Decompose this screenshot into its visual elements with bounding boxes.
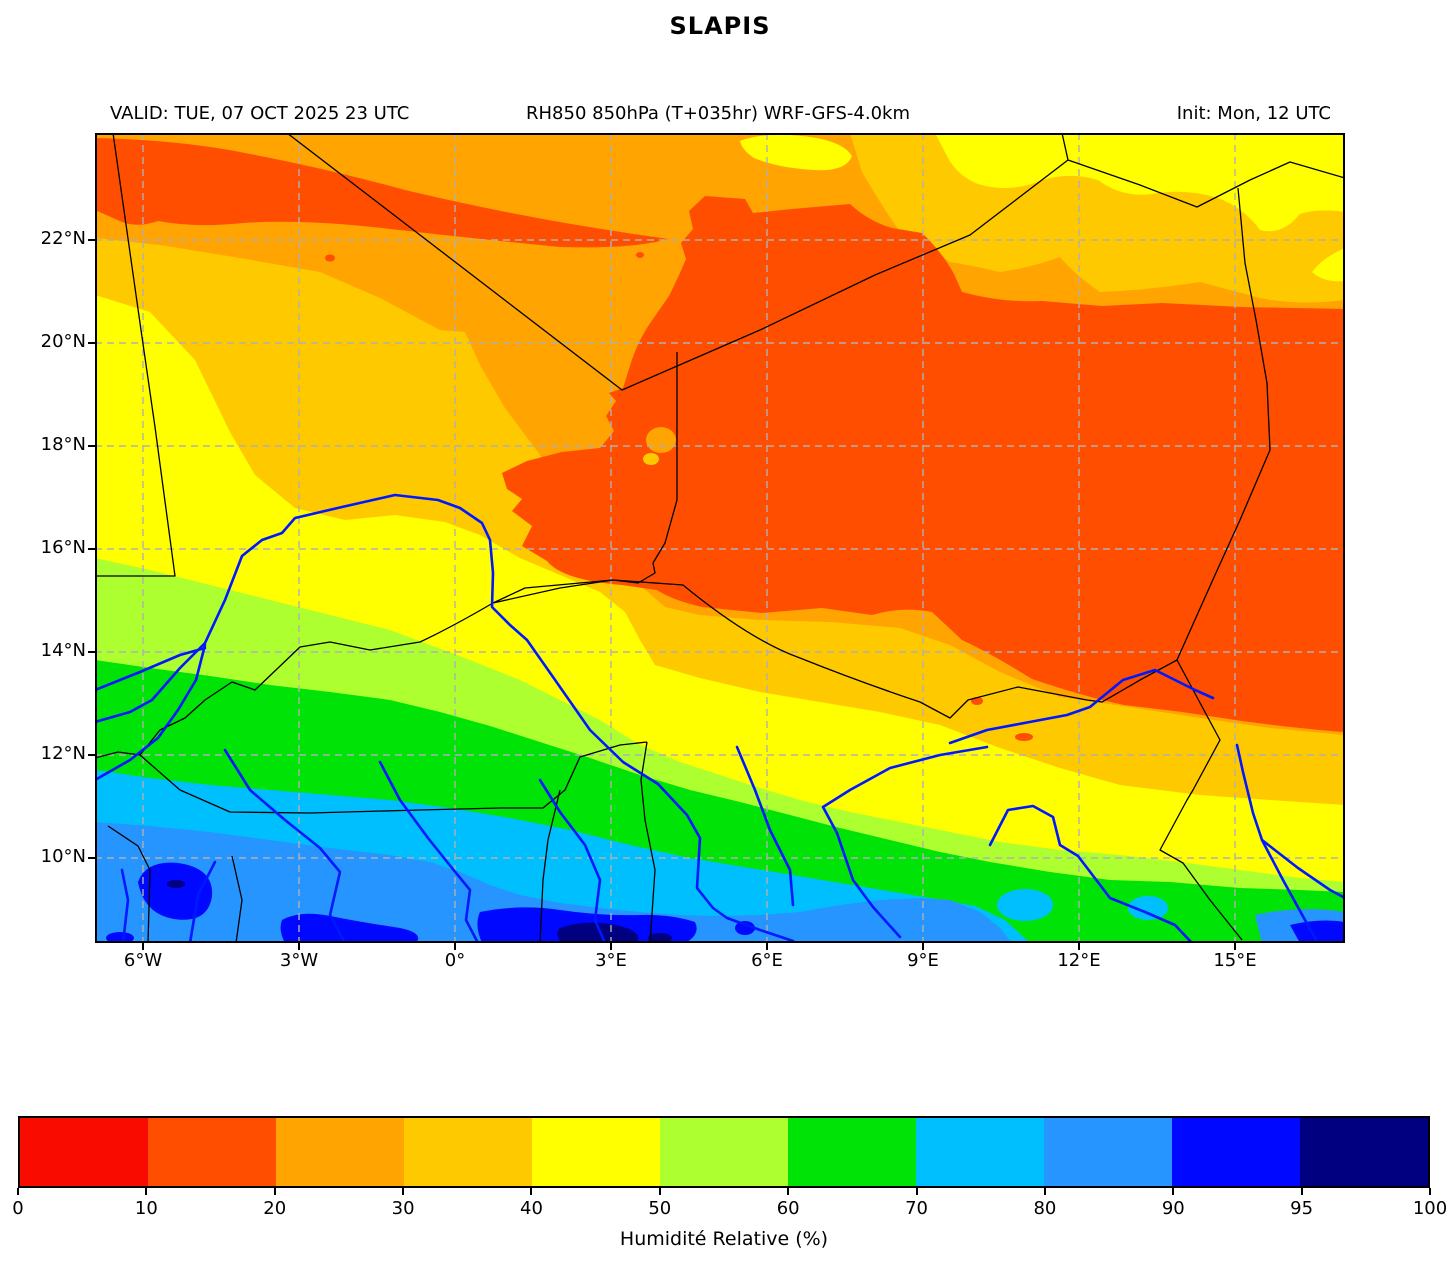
rivers	[93, 493, 1347, 945]
colorbar-tick-label: 100	[1412, 1198, 1448, 1219]
colorbar-tick-mark	[1429, 1188, 1431, 1195]
y-axis-tick-mark	[88, 651, 95, 653]
colorbar-tick-mark	[658, 1188, 661, 1195]
product-label: RH850 850hPa (T+035hr) WRF-GFS-4.0km	[526, 103, 910, 124]
country-borders	[94, 132, 1346, 944]
colorbar-tick-label: 50	[648, 1198, 672, 1219]
colorbar-tick-label: 40	[520, 1198, 543, 1219]
colorbar-segment	[1172, 1118, 1300, 1186]
colorbar-tick-mark	[1043, 1188, 1046, 1195]
y-axis-tick-mark	[88, 342, 95, 344]
valid-time-label: VALID: TUE, 07 OCT 2025 23 UTC	[110, 103, 410, 124]
colorbar-segment	[1044, 1118, 1172, 1186]
x-axis-tick-mark	[766, 943, 768, 950]
x-axis-tick-label: 6°W	[123, 950, 163, 971]
x-axis-tick-label: 6°E	[751, 950, 783, 971]
colorbar-tick-label: 30	[391, 1198, 415, 1219]
colorbar-tick-mark	[145, 1188, 148, 1195]
colorbar-segment	[532, 1118, 660, 1186]
colorbar-segment	[276, 1118, 404, 1186]
colorbar-tick-mark	[530, 1188, 533, 1195]
y-axis-tick-label: 18°N	[40, 434, 86, 455]
rh-field	[95, 133, 1345, 944]
colorbar-axis-label: Humidité Relative (%)	[619, 1228, 829, 1250]
x-axis-tick-mark	[298, 943, 300, 950]
colorbar	[18, 1116, 1430, 1188]
colorbar-segment	[148, 1118, 276, 1186]
colorbar-tick-label: 20	[263, 1198, 287, 1219]
map-plot-area	[93, 132, 1347, 945]
x-axis-tick-label: 15°E	[1213, 950, 1257, 971]
colorbar-tick-label: 60	[776, 1198, 800, 1219]
y-axis-tick-label: 22°N	[40, 228, 86, 249]
y-axis-tick-mark	[88, 445, 95, 447]
colorbar-tick-mark	[915, 1188, 918, 1195]
rh-contour-map	[93, 132, 1347, 945]
colorbar-segment	[20, 1118, 148, 1186]
x-axis-tick-mark	[922, 943, 924, 950]
x-axis-tick-mark	[454, 943, 456, 950]
colorbar-segment	[660, 1118, 788, 1186]
colorbar-segment	[788, 1118, 916, 1186]
x-axis-tick-label: 3°W	[279, 950, 319, 971]
colorbar-tick-mark	[17, 1188, 19, 1195]
colorbar-tick-label: 80	[1033, 1198, 1057, 1219]
colorbar-tick-mark	[273, 1188, 276, 1195]
colorbar-segment	[404, 1118, 532, 1186]
x-axis-tick-mark	[610, 943, 612, 950]
init-time-label: Init: Mon, 12 UTC	[1176, 103, 1331, 124]
x-axis-tick-mark	[1234, 943, 1236, 950]
colorbar-tick-label: 90	[1161, 1198, 1185, 1219]
x-axis-tick-label: 12°E	[1057, 950, 1101, 971]
colorbar-tick-mark	[402, 1188, 405, 1195]
y-axis-tick-label: 14°N	[40, 640, 86, 661]
colorbar-tick-mark	[1172, 1188, 1175, 1195]
colorbar-tick-label: 0	[12, 1198, 24, 1219]
y-axis-tick-mark	[88, 754, 95, 756]
x-axis-tick-label: 9°E	[907, 950, 939, 971]
colorbar-tick-label: 95	[1290, 1198, 1314, 1219]
x-axis-tick-label: 3°E	[595, 950, 627, 971]
colorbar-tick-mark	[1300, 1188, 1303, 1195]
y-axis-tick-mark	[88, 239, 95, 241]
y-axis-tick-mark	[88, 857, 95, 859]
colorbar-segment	[1300, 1118, 1428, 1186]
colorbar-tick-label: 70	[905, 1198, 928, 1219]
axes-frame	[95, 133, 1345, 943]
page-title: SLAPIS	[669, 12, 771, 40]
x-axis-tick-mark	[1078, 943, 1080, 950]
graticule-gridlines	[95, 133, 1345, 943]
y-axis-tick-label: 16°N	[40, 537, 86, 558]
x-axis-tick-label: 0°	[444, 950, 466, 971]
colorbar-segment	[916, 1118, 1044, 1186]
colorbar-tick-mark	[787, 1188, 790, 1195]
y-axis-tick-label: 10°N	[40, 846, 86, 867]
y-axis-tick-label: 12°N	[40, 743, 86, 764]
y-axis-tick-mark	[88, 548, 95, 550]
colorbar-tick-label: 10	[134, 1198, 158, 1219]
x-axis-tick-mark	[142, 943, 144, 950]
y-axis-tick-label: 20°N	[40, 331, 86, 352]
